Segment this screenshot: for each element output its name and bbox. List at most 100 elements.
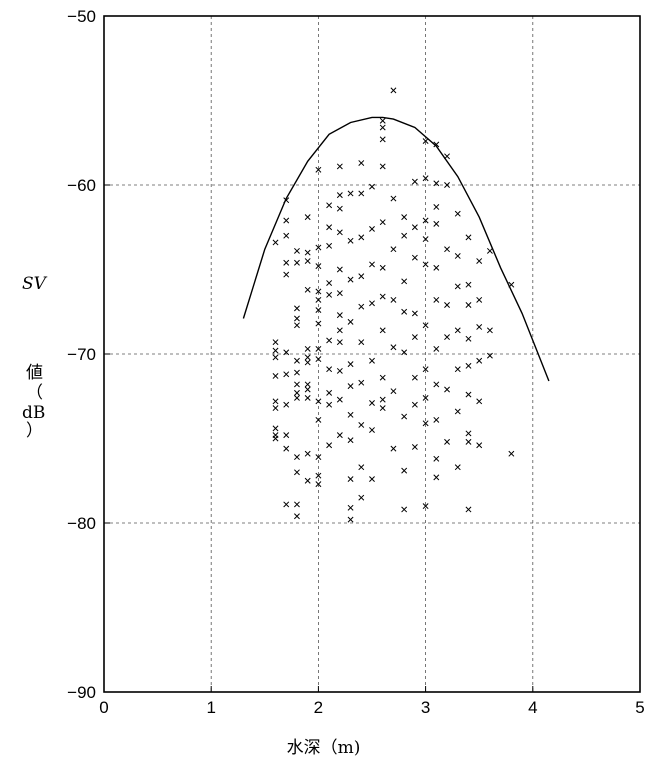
data-point xyxy=(465,302,472,308)
data-point xyxy=(326,442,333,449)
data-point xyxy=(433,264,440,271)
data-point xyxy=(304,214,311,221)
data-point xyxy=(315,244,322,251)
data-point xyxy=(304,354,311,361)
data-point xyxy=(272,425,279,432)
data-point xyxy=(294,369,300,376)
data-point xyxy=(379,117,386,124)
data-point xyxy=(315,307,322,314)
data-point xyxy=(390,344,397,351)
axis-ticks: 0 1 2 3 4 5 −90 −80 −70 −60 −50 xyxy=(67,7,645,717)
data-point xyxy=(294,389,300,396)
data-point xyxy=(358,422,365,428)
data-point xyxy=(294,357,300,364)
y-label-unit: dB xyxy=(22,403,46,423)
data-point xyxy=(444,302,450,308)
y-tick-label: −70 xyxy=(67,345,96,364)
data-point xyxy=(326,337,333,344)
data-point xyxy=(411,401,418,408)
data-point xyxy=(444,438,450,445)
data-point xyxy=(358,339,365,346)
data-point xyxy=(379,264,386,271)
data-point xyxy=(336,205,343,212)
data-point xyxy=(369,400,375,406)
data-point xyxy=(304,381,311,388)
data-point xyxy=(369,183,375,190)
data-point xyxy=(379,124,386,131)
data-point xyxy=(294,305,300,312)
data-point xyxy=(379,396,386,403)
data-point xyxy=(433,204,440,210)
data-point xyxy=(476,324,483,330)
fitted-curve xyxy=(242,116,550,382)
x-tick-label: 0 xyxy=(99,698,108,717)
data-point xyxy=(272,239,279,246)
data-point xyxy=(422,394,429,401)
data-point xyxy=(465,438,472,445)
data-point xyxy=(283,197,290,204)
data-point xyxy=(465,506,472,513)
data-point xyxy=(315,263,322,270)
data-point xyxy=(422,217,429,224)
data-point xyxy=(411,443,418,450)
data-point xyxy=(369,225,375,232)
data-point xyxy=(444,182,450,188)
data-point xyxy=(347,237,354,244)
data-point xyxy=(315,296,322,303)
data-point xyxy=(336,229,343,236)
x-tick-label: 4 xyxy=(528,698,537,717)
data-point xyxy=(454,464,461,471)
data-point xyxy=(454,253,461,259)
data-point xyxy=(465,391,472,398)
data-point xyxy=(444,153,450,160)
data-point xyxy=(401,278,408,285)
data-point xyxy=(444,334,450,341)
data-point xyxy=(358,234,365,241)
data-point xyxy=(411,334,418,341)
data-point xyxy=(326,366,333,373)
data-point xyxy=(347,361,354,368)
data-point xyxy=(411,178,418,185)
data-point xyxy=(283,217,290,224)
data-point xyxy=(369,300,375,307)
data-point xyxy=(272,339,279,346)
data-point xyxy=(411,374,418,381)
data-point xyxy=(315,398,322,405)
x-axis-label: 水深（m) xyxy=(286,738,361,758)
data-point xyxy=(379,405,386,412)
data-point xyxy=(369,476,375,483)
data-point xyxy=(272,398,279,405)
data-point xyxy=(294,513,300,520)
data-point xyxy=(401,308,408,315)
data-point xyxy=(294,259,300,266)
data-point xyxy=(326,242,333,249)
gridlines xyxy=(104,16,640,692)
data-point xyxy=(411,224,418,231)
data-point xyxy=(454,283,461,290)
data-point xyxy=(336,432,343,439)
data-point xyxy=(411,254,418,261)
data-point xyxy=(444,386,450,393)
y-tick-label: −50 xyxy=(67,7,96,26)
data-point xyxy=(422,322,429,329)
data-point xyxy=(283,271,290,278)
data-point xyxy=(401,467,408,474)
data-point xyxy=(304,249,311,256)
data-point xyxy=(465,234,472,241)
data-point xyxy=(444,246,450,253)
x-tick-label: 5 xyxy=(635,698,644,717)
data-point xyxy=(508,450,515,457)
data-point xyxy=(326,389,333,396)
data-point xyxy=(379,293,386,300)
data-point xyxy=(315,356,322,363)
data-point xyxy=(326,224,333,231)
data-point xyxy=(486,327,493,334)
data-point xyxy=(401,232,408,239)
data-point xyxy=(390,195,397,202)
data-point xyxy=(294,247,300,254)
data-point xyxy=(326,280,333,286)
data-point xyxy=(294,501,300,508)
data-point xyxy=(347,383,354,390)
data-point xyxy=(433,220,440,227)
data-point xyxy=(422,261,429,268)
